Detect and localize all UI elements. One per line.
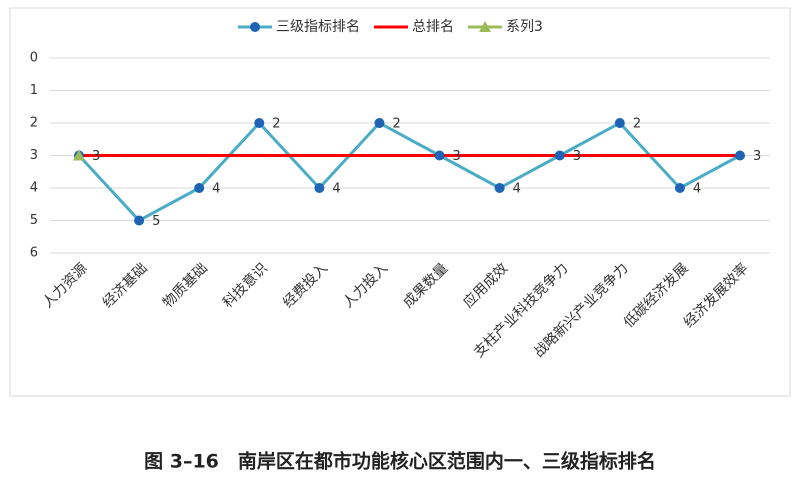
point [134,215,145,226]
point [374,118,385,128]
point [254,118,265,128]
data-label: 3 [453,149,461,164]
point [554,150,565,161]
y-tick-label: 2 [30,116,38,131]
y-tick-label: 0 [30,51,38,66]
chart-frame [9,7,791,397]
legend-marker [479,21,491,32]
legend-marker [250,22,260,32]
data-label: 2 [272,117,280,132]
point [434,150,445,161]
data-label: 4 [513,182,521,197]
legend: 三级指标排名 总排名 系列3 [238,19,543,35]
data-label: 5 [152,214,160,229]
y-tick-label: 1 [30,83,38,98]
data-label: 4 [693,182,701,197]
y-tick-label: 5 [30,213,38,228]
data-label: 3 [753,149,761,164]
data-label: 4 [212,182,220,197]
point [674,183,685,193]
legend-label: 总排名 [412,19,454,35]
point [494,183,505,193]
point [73,149,85,161]
data-label: 2 [633,117,641,132]
point [735,150,745,161]
point [314,183,325,193]
y-tick-label: 3 [30,148,38,163]
point [194,183,205,193]
legend-label: 系列3 [506,19,543,35]
data-label: 3 [573,149,581,164]
legend-label: 三级指标排名 [276,19,360,35]
y-tick-label: 4 [30,181,38,196]
data-label: 3 [92,149,100,164]
data-label: 2 [392,117,400,132]
series-line [77,120,741,223]
chart-title: 图 3–16 南岸区在都市功能核心区范围内一、三级指标排名 [144,450,656,473]
point [614,118,625,128]
data-label: 4 [332,182,340,197]
y-tick-label: 6 [30,246,38,261]
